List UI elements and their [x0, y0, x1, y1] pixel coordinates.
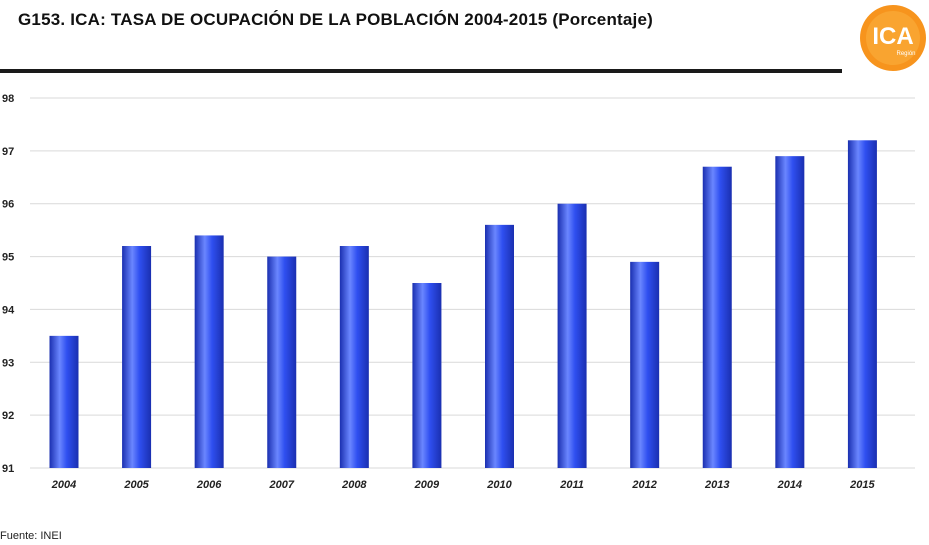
ica-region-logo: ICA Región — [860, 5, 926, 71]
x-tick-label: 2011 — [559, 479, 584, 491]
x-tick-label: 2012 — [631, 479, 656, 491]
bar-2013 — [702, 166, 732, 468]
bar-2006 — [194, 235, 224, 468]
x-tick-label: 2013 — [704, 479, 729, 491]
bar-2015 — [847, 140, 877, 468]
y-axis-ticks: 91 92 93 94 95 96 97 98 — [2, 93, 15, 475]
source-note: Fuente: INEI — [0, 530, 62, 542]
y-tick-label: 97 — [2, 146, 14, 158]
y-tick-label: 93 — [2, 357, 14, 369]
y-tick-label: 91 — [2, 463, 14, 475]
bar-2005 — [122, 246, 152, 468]
y-tick-label: 98 — [2, 93, 14, 105]
bars — [49, 140, 877, 468]
x-tick-label: 2014 — [777, 479, 802, 491]
svg-text:ICA: ICA — [872, 23, 913, 50]
bar-2011 — [557, 203, 587, 468]
x-tick-label: 2004 — [51, 479, 76, 491]
bar-2008 — [339, 246, 369, 468]
bar-2014 — [775, 156, 805, 468]
x-tick-label: 2008 — [341, 479, 367, 491]
x-tick-label: 2007 — [269, 479, 295, 491]
bar-2012 — [630, 261, 660, 468]
chart-title: G153. ICA: TASA DE OCUPACIÓN DE LA POBLA… — [18, 10, 653, 29]
svg-text:Región: Región — [896, 51, 915, 57]
x-axis-ticks: 2004 2005 2006 2007 2008 2009 2010 2011 2012 2013… — [51, 479, 876, 491]
title-divider — [0, 69, 842, 73]
bar-2010 — [485, 224, 514, 468]
y-tick-label: 95 — [2, 252, 14, 264]
y-tick-label: 92 — [2, 410, 14, 422]
x-tick-label: 2009 — [414, 479, 440, 491]
x-tick-label: 2015 — [849, 479, 875, 491]
x-tick-label: 2005 — [123, 479, 149, 491]
x-tick-label: 2006 — [196, 479, 222, 491]
gridlines — [30, 97, 915, 469]
x-tick-label: 2010 — [486, 479, 512, 491]
bar-2004 — [49, 335, 79, 468]
bar-2009 — [412, 283, 442, 468]
y-tick-label: 94 — [2, 304, 15, 316]
y-tick-label: 96 — [2, 199, 14, 211]
bar-2007 — [267, 256, 297, 468]
